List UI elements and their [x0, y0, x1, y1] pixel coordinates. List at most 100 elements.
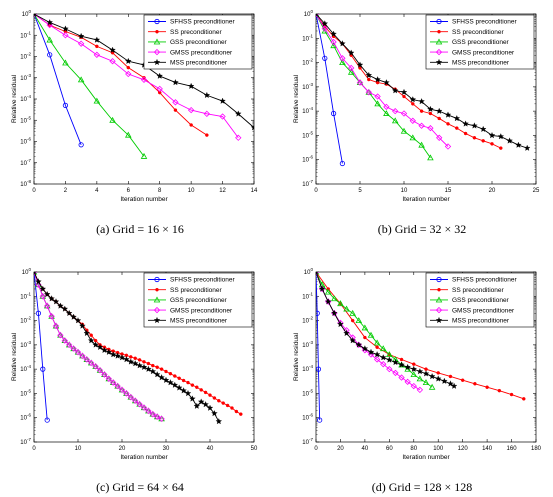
x-tick-label: 14: [251, 188, 258, 194]
y-tick-label: 10-7: [302, 179, 313, 188]
data-point-dot: [428, 111, 433, 116]
data-point-star: [316, 272, 318, 275]
x-tick-label: 5: [358, 188, 362, 194]
x-tick-label: 180: [531, 446, 542, 452]
data-point-dot: [225, 403, 230, 408]
data-point-dot: [205, 133, 209, 137]
data-point-triangle: [383, 110, 390, 116]
data-point-star: [450, 382, 458, 389]
y-tick-label: 10-3: [302, 82, 313, 91]
x-tick-label: 100: [433, 446, 444, 452]
data-point-diamond: [235, 134, 242, 141]
data-point-triangle: [400, 127, 408, 134]
y-tick-label: 10-2: [302, 316, 313, 325]
data-point-dot: [485, 385, 489, 389]
data-point-triangle: [373, 339, 381, 346]
y-tick-label: 10-2: [20, 316, 31, 325]
x-tick-label: 0: [32, 446, 36, 452]
data-point-diamond: [418, 122, 425, 129]
data-point-star: [34, 14, 36, 17]
y-tick-label: 10-1: [20, 30, 31, 39]
legend-label: SFHSS preconditioner: [170, 277, 236, 284]
data-point-star: [57, 302, 64, 309]
data-point-star: [428, 373, 436, 380]
data-point-star: [127, 358, 135, 365]
y-tick-label: 10-4: [20, 94, 31, 103]
data-point-star: [386, 356, 393, 363]
data-point-star: [453, 115, 461, 122]
data-point-dot: [490, 142, 494, 146]
series-group: [316, 14, 531, 167]
series-line-triangle: [34, 272, 162, 420]
legend-marker-circle: [436, 276, 442, 283]
legend-marker-circle: [436, 18, 442, 25]
data-point-star: [441, 377, 448, 384]
series-line-diamond: [316, 14, 449, 147]
data-point-triangle: [367, 331, 375, 338]
y-tick-label: 10-1: [20, 291, 31, 300]
data-point-diamond: [348, 64, 355, 72]
data-point-star: [52, 298, 60, 305]
data-point-dot: [217, 398, 221, 403]
x-axis-label: Iteration number: [120, 196, 168, 203]
data-point-diamond: [57, 332, 64, 339]
data-point-diamond: [70, 345, 77, 352]
data-point-triangle: [418, 141, 425, 148]
data-point-diamond: [187, 106, 195, 114]
data-point-diamond: [88, 359, 95, 367]
legend-label: SS preconditioner: [170, 287, 223, 294]
data-point-diamond: [400, 110, 408, 117]
data-point-dot: [446, 122, 450, 126]
data-point-diamond: [427, 124, 434, 132]
data-point-dot: [146, 361, 151, 366]
data-point-dot: [173, 108, 178, 112]
data-point-star: [211, 410, 218, 417]
data-point-star: [197, 398, 205, 405]
legend-marker-diamond: [435, 306, 443, 314]
data-point-star: [339, 40, 346, 47]
legend-label: SS preconditioner: [452, 29, 505, 36]
data-point-star: [462, 120, 469, 127]
data-point-diamond: [125, 70, 132, 78]
data-point-star: [96, 343, 104, 350]
y-tick-label: 10-3: [20, 340, 31, 349]
legend-marker-diamond: [153, 306, 161, 314]
data-point-circle: [339, 160, 345, 167]
y-axis-label: Relative residual: [11, 332, 18, 381]
data-point-star: [180, 387, 187, 394]
legend-label: GSS preconditioner: [452, 297, 510, 304]
legend-marker-triangle: [435, 38, 443, 45]
legend-marker-star: [153, 58, 161, 66]
data-point-dot: [186, 380, 190, 385]
data-point-triangle: [109, 116, 116, 123]
data-point-star: [337, 320, 344, 328]
data-point-star: [140, 363, 148, 370]
data-point-diamond: [436, 134, 443, 141]
data-point-triangle: [125, 131, 132, 138]
y-tick-label: 100: [304, 267, 314, 276]
legend-label: SFHSS preconditioner: [452, 277, 518, 284]
data-point-star: [87, 337, 95, 344]
x-tick-label: 12: [219, 188, 226, 194]
data-point-star: [250, 124, 254, 131]
x-tick-label: 10: [188, 188, 195, 194]
data-point-star: [422, 370, 430, 377]
y-tick-label: 10-8: [20, 179, 31, 188]
panel-caption: (d) Grid = 128 × 128: [372, 480, 473, 494]
x-tick-label: 4: [95, 188, 99, 194]
y-tick-label: 100: [22, 267, 32, 276]
data-point-dot: [472, 136, 477, 140]
data-point-dot: [221, 401, 225, 405]
x-tick-label: 25: [533, 188, 540, 194]
data-point-diamond: [132, 397, 139, 404]
data-point-dot: [89, 333, 93, 337]
legend-marker-dot: [437, 29, 441, 34]
data-point-star: [215, 418, 223, 425]
panel-b: 0 5 10 15 20 25 10-7 10-6 10-5 10-4 10-3 10-2 10-1 10…: [293, 9, 540, 236]
data-point-star: [515, 141, 522, 148]
data-point-dot: [142, 360, 146, 364]
data-point-dot: [499, 146, 503, 150]
data-point-star: [172, 79, 179, 86]
data-point-star: [316, 14, 318, 17]
data-point-triangle: [331, 295, 338, 302]
